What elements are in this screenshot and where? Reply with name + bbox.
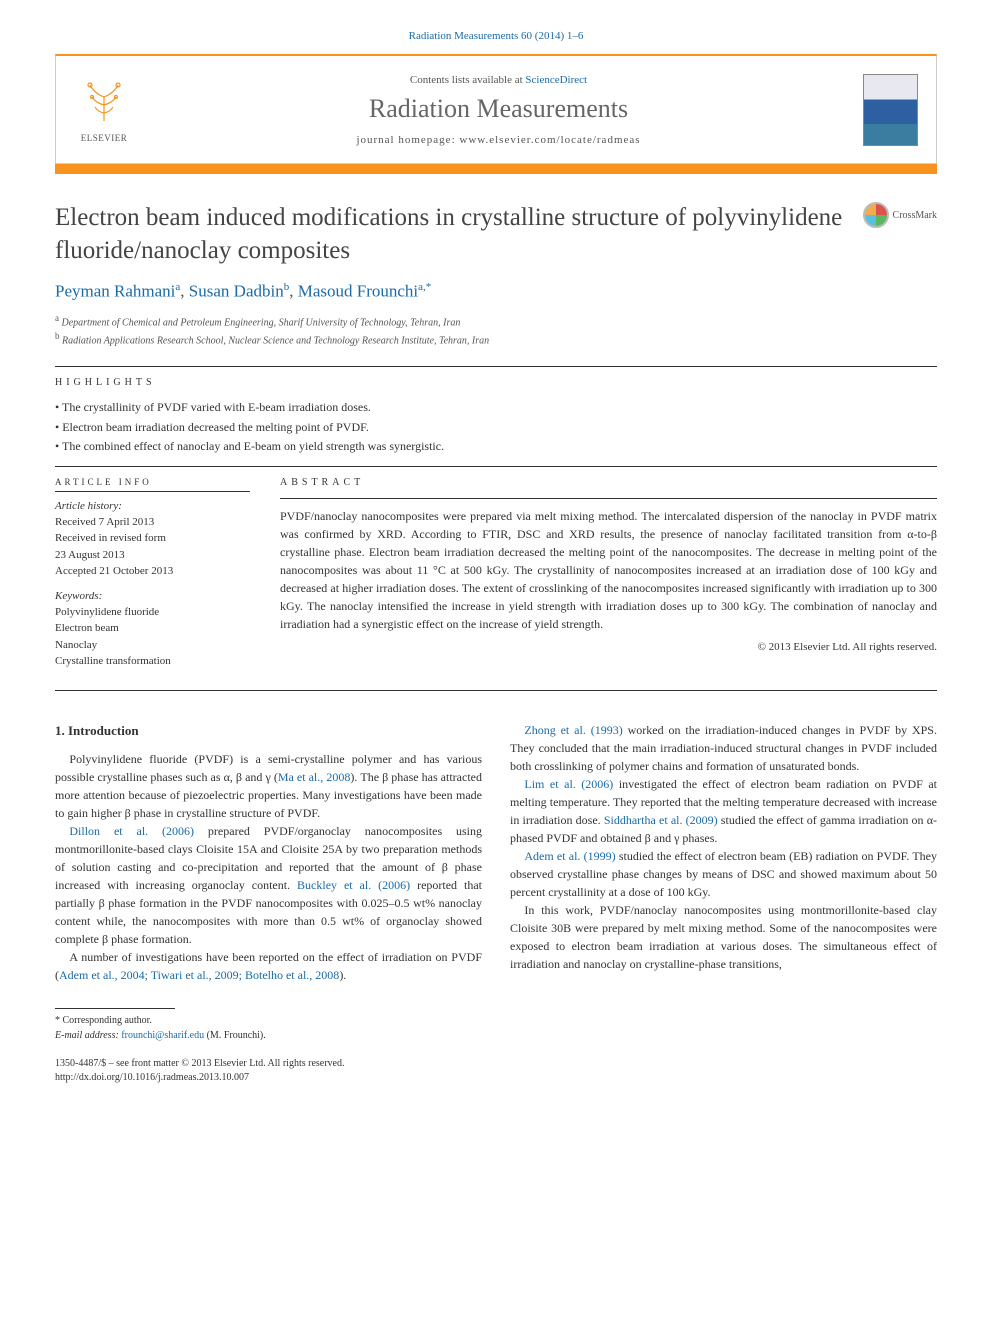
crossmark-badge[interactable]: CrossMark [863, 202, 937, 228]
crossmark-icon [863, 202, 889, 228]
author-list: Peyman Rahmania, Susan Dadbinb, Masoud F… [55, 281, 937, 302]
footer-rule [55, 1008, 175, 1009]
affil-b-sup: b [55, 331, 60, 341]
citation-link[interactable]: Adem et al. (1999) [524, 849, 615, 863]
revised-line1: Received in revised form [55, 530, 250, 547]
issn-line: 1350-4487/$ – see front matter © 2013 El… [55, 1057, 937, 1071]
keyword: Polyvinylidene fluoride [55, 604, 250, 621]
author-2[interactable]: Susan Dadbin [189, 282, 284, 301]
affil-a-sup: a [55, 313, 59, 323]
accepted-date: Accepted 21 October 2013 [55, 563, 250, 580]
keyword: Electron beam [55, 620, 250, 637]
doi-block: 1350-4487/$ – see front matter © 2013 El… [55, 1057, 937, 1085]
section-heading: 1. Introduction [55, 721, 482, 741]
abstract-section: ABSTRACT PVDF/nanoclay nanocomposites we… [280, 477, 937, 680]
author-3-affil: a,* [418, 281, 431, 293]
email-name: (M. Frounchi). [204, 1030, 266, 1041]
journal-header: ELSEVIER Contents lists available at Sci… [55, 54, 937, 164]
email-label: E-mail address: [55, 1030, 121, 1041]
revised-line2: 23 August 2013 [55, 547, 250, 564]
rule-2 [55, 466, 937, 467]
homepage-prefix: journal homepage: [356, 134, 459, 146]
history-label: Article history: [55, 500, 250, 512]
article-title: Electron beam induced modifications in c… [55, 202, 843, 267]
crossmark-label: CrossMark [893, 210, 937, 221]
rule-3 [55, 690, 937, 691]
sep: , [180, 282, 189, 301]
keyword: Crystalline transformation [55, 653, 250, 670]
citation-link[interactable]: Adem et al., 2004; Tiwari et al., 2009; … [59, 968, 339, 982]
highlight-item: The combined effect of nanoclay and E-be… [55, 437, 937, 456]
journal-homepage: journal homepage: www.elsevier.com/locat… [134, 134, 863, 146]
email-link[interactable]: frounchi@sharif.edu [121, 1030, 204, 1041]
highlight-item: The crystallinity of PVDF varied with E-… [55, 398, 937, 417]
history-block: Received 7 April 2013 Received in revise… [55, 514, 250, 580]
keyword: Nanoclay [55, 637, 250, 654]
journal-name: Radiation Measurements [134, 94, 863, 124]
abstract-label: ABSTRACT [280, 477, 937, 488]
orange-divider [55, 164, 937, 174]
author-1[interactable]: Peyman Rahmani [55, 282, 175, 301]
body-text: 1. Introduction Polyvinylidene fluoride … [55, 721, 937, 985]
p7: In this work, PVDF/nanoclay nanocomposit… [510, 901, 937, 973]
keywords-label: Keywords: [55, 590, 250, 602]
corresponding-footer: * Corresponding author. E-mail address: … [55, 1008, 937, 1043]
highlights-label: HIGHLIGHTS [55, 377, 937, 388]
affiliations: a Department of Chemical and Petroleum E… [55, 312, 937, 349]
abstract-copyright: © 2013 Elsevier Ltd. All rights reserved… [280, 641, 937, 653]
affil-b: Radiation Applications Research School, … [62, 335, 489, 346]
highlights-section: HIGHLIGHTS The crystallinity of PVDF var… [55, 377, 937, 456]
elsevier-tree-icon [80, 77, 128, 133]
homepage-url[interactable]: www.elsevier.com/locate/radmeas [459, 134, 640, 146]
highlight-item: Electron beam irradiation decreased the … [55, 418, 937, 437]
citation-link[interactable]: Ma et al., 2008 [278, 770, 351, 784]
info-rule [55, 491, 250, 492]
article-info-label: ARTICLE INFO [55, 477, 250, 487]
rule-1 [55, 366, 937, 367]
top-citation: Radiation Measurements 60 (2014) 1–6 [55, 30, 937, 42]
citation-link[interactable]: Lim et al. (2006) [524, 777, 613, 791]
abstract-rule [280, 498, 937, 499]
citation-link[interactable]: Dillon et al. (2006) [69, 824, 194, 838]
affil-a: Department of Chemical and Petroleum Eng… [62, 317, 461, 328]
sep: , [289, 282, 298, 301]
doi-link[interactable]: http://dx.doi.org/10.1016/j.radmeas.2013… [55, 1072, 249, 1083]
elsevier-logo: ELSEVIER [74, 75, 134, 145]
p3b: ). [339, 968, 346, 982]
received-date: Received 7 April 2013 [55, 514, 250, 531]
contents-prefix: Contents lists available at [410, 74, 525, 86]
citation-link[interactable]: Siddhartha et al. (2009) [604, 813, 718, 827]
citation-link[interactable]: Zhong et al. (1993) [524, 723, 622, 737]
keywords-block: Polyvinylidene fluoride Electron beam Na… [55, 604, 250, 670]
journal-cover-thumb [863, 74, 918, 146]
article-info: ARTICLE INFO Article history: Received 7… [55, 477, 250, 680]
contents-list-line: Contents lists available at ScienceDirec… [134, 74, 863, 86]
abstract-text: PVDF/nanoclay nanocomposites were prepar… [280, 507, 937, 633]
sciencedirect-link[interactable]: ScienceDirect [525, 74, 587, 86]
citation-link[interactable]: Buckley et al. (2006) [297, 878, 410, 892]
elsevier-text: ELSEVIER [81, 133, 128, 143]
author-3[interactable]: Masoud Frounchi [298, 282, 418, 301]
corresponding-author: * Corresponding author. [55, 1013, 937, 1028]
